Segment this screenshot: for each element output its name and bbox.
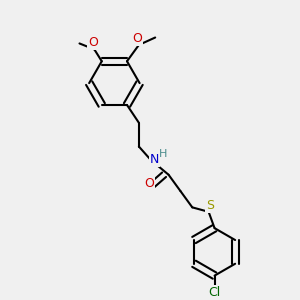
Text: S: S: [206, 200, 214, 212]
Text: N: N: [150, 153, 159, 167]
Text: H: H: [158, 149, 167, 159]
Text: O: O: [132, 32, 142, 45]
Text: O: O: [88, 36, 98, 50]
Text: Cl: Cl: [208, 286, 221, 299]
Text: O: O: [144, 177, 154, 190]
